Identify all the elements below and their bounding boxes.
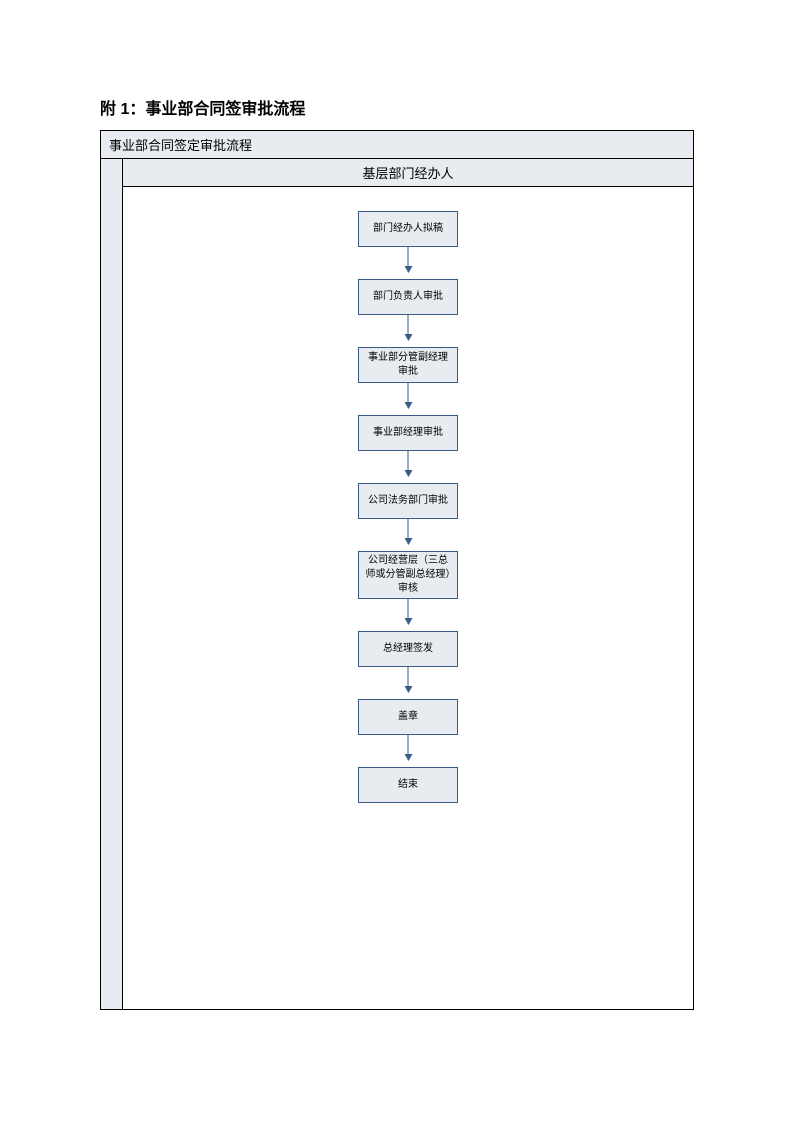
flow-arrow-n2-n3 bbox=[408, 315, 409, 340]
flow-node-n5: 公司法务部门审批 bbox=[358, 483, 458, 519]
swimlane-row: 基层部门经办人 部门经办人拟稿部门负责人审批事业部分管副经理审批事业部经理审批公… bbox=[101, 159, 693, 1009]
page-title: 附 1：事业部合同签审批流程 bbox=[100, 95, 305, 119]
lane-content: 部门经办人拟稿部门负责人审批事业部分管副经理审批事业部经理审批公司法务部门审批公… bbox=[123, 187, 693, 1009]
flow-node-n6: 公司经营层（三总师或分管副总经理）审核 bbox=[358, 551, 458, 599]
lane-header: 基层部门经办人 bbox=[123, 159, 693, 187]
flow-node-n4: 事业部经理审批 bbox=[358, 415, 458, 451]
flow-arrow-n1-n2 bbox=[408, 247, 409, 272]
flowchart-frame: 事业部合同签定审批流程 基层部门经办人 部门经办人拟稿部门负责人审批事业部分管副… bbox=[100, 130, 694, 1010]
flow-arrow-n3-n4 bbox=[408, 383, 409, 408]
flow-node-n2: 部门负责人审批 bbox=[358, 279, 458, 315]
flow-node-n1: 部门经办人拟稿 bbox=[358, 211, 458, 247]
flow-arrow-n6-n7 bbox=[408, 599, 409, 624]
flow-arrow-n5-n6 bbox=[408, 519, 409, 544]
flow-arrow-n4-n5 bbox=[408, 451, 409, 476]
flow-node-n8: 盖章 bbox=[358, 699, 458, 735]
lane-body-column: 基层部门经办人 部门经办人拟稿部门负责人审批事业部分管副经理审批事业部经理审批公… bbox=[123, 159, 693, 1009]
flow-arrow-n7-n8 bbox=[408, 667, 409, 692]
flow-node-n3: 事业部分管副经理审批 bbox=[358, 347, 458, 383]
diagram-title-bar: 事业部合同签定审批流程 bbox=[101, 131, 693, 159]
flow-node-n7: 总经理签发 bbox=[358, 631, 458, 667]
lane-label-column bbox=[101, 159, 123, 1009]
flow-node-n9: 结束 bbox=[358, 767, 458, 803]
flow-arrow-n8-n9 bbox=[408, 735, 409, 760]
